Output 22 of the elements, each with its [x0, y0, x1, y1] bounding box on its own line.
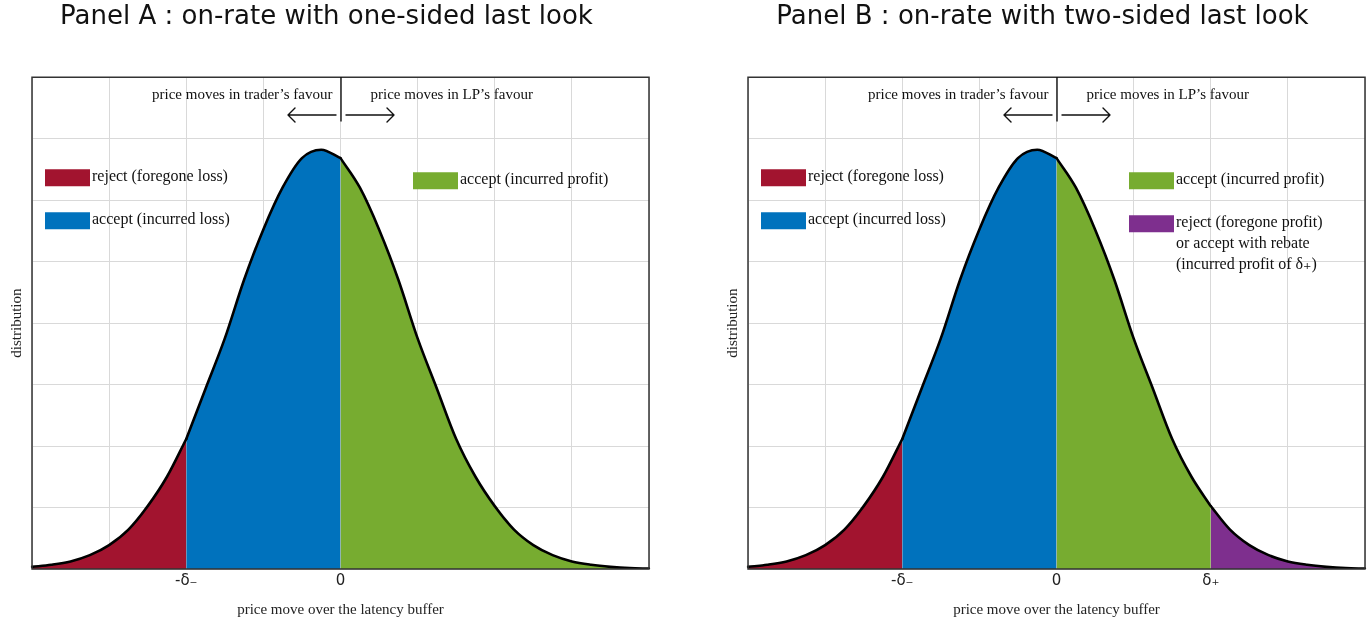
text: price moves in trader’s favour: [868, 86, 1049, 103]
legend-label: accept (incurred profit): [460, 170, 609, 189]
chart-title: Panel A : on-rate with one-sided last look: [60, 0, 593, 31]
y-axis-title: distribution: [723, 288, 740, 358]
x-tick-label: -δ₋: [174, 570, 198, 589]
x-tick-label: 0: [335, 570, 346, 589]
x-tick-label: -δ₋: [890, 570, 914, 589]
legend-label: reject (foregone loss): [808, 167, 944, 186]
x-axis-title: price move over the latency buffer: [953, 600, 1160, 617]
x-tick-label: δ₊: [1202, 570, 1220, 589]
chart-title: Panel B : on-rate with two-sided last look: [776, 0, 1309, 31]
x-axis-title: price move over the latency buffer: [237, 600, 444, 617]
legend-label: accept (incurred profit): [1176, 170, 1325, 189]
text: price moves in trader’s favour: [152, 86, 333, 103]
text: price moves in LP’s favour: [370, 86, 533, 103]
legend-label: reject (foregone profit) or accept with rebate (incurred profit of δ₊): [1176, 213, 1323, 274]
x-tick-label: 0: [1051, 570, 1062, 589]
legend-label: reject (foregone loss): [92, 167, 228, 186]
text: price moves in LP’s favour: [1086, 86, 1249, 103]
legend-label: accept (incurred loss): [808, 210, 946, 229]
y-axis-title: distribution: [7, 288, 24, 358]
legend-label: accept (incurred loss): [92, 210, 230, 229]
